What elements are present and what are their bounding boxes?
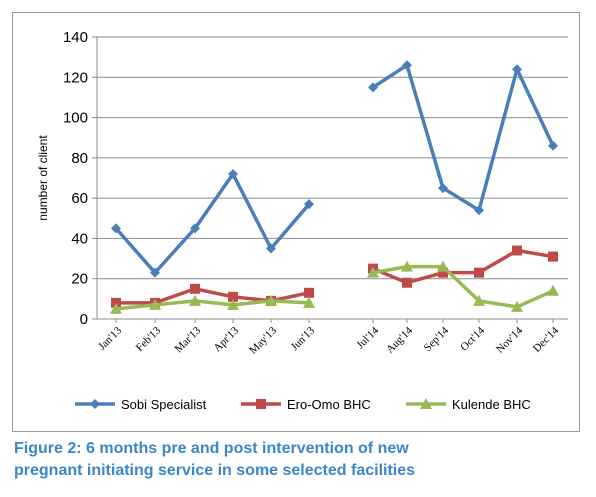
data-point	[190, 223, 200, 234]
y-tick-label: 0	[80, 311, 88, 328]
y-tick-label: 140	[63, 29, 88, 46]
x-tick-label: Mar'13	[172, 324, 203, 355]
line-chart: 0 20 40 60 80 100 120 140 Jan'13 Feb'13 Mar'13 Apr…	[36, 29, 568, 412]
data-point	[303, 296, 315, 308]
series-line	[114, 172, 311, 275]
legend-label: Ero-Omo BHC	[287, 397, 371, 412]
y-tick-label: 20	[71, 271, 88, 288]
series-kulende-bhc	[110, 260, 559, 314]
legend-swatch-marker	[90, 399, 100, 409]
y-tick-label: 120	[63, 69, 88, 86]
data-point	[438, 183, 448, 194]
series-ero-omo-bhc	[111, 245, 558, 308]
data-point	[189, 294, 201, 306]
data-point	[473, 294, 485, 306]
data-point	[111, 223, 121, 234]
data-point	[228, 291, 238, 302]
data-point	[227, 298, 239, 310]
data-point	[438, 267, 448, 278]
series-line	[115, 299, 310, 311]
x-tick-labels: Jan'13 Feb'13 Mar'13 Apr'13 May'13 Jun'13 Jul'…	[96, 324, 561, 356]
x-tick-label: Dec'14	[531, 324, 562, 355]
data-point	[512, 245, 522, 256]
x-tick-label: Apr'13	[211, 324, 241, 354]
data-point	[149, 298, 161, 310]
chart-frame: 0 20 40 60 80 100 120 140 Jan'13 Feb'13 Mar'13 Apr…	[12, 12, 580, 432]
y-tick-label: 60	[71, 190, 88, 207]
data-point	[474, 205, 484, 216]
legend-entry: Kulende BHC	[406, 397, 531, 412]
series-line	[372, 63, 555, 212]
x-tick-label: Jun'13	[289, 324, 318, 353]
data-point	[304, 199, 314, 210]
y-axis-title: number of client	[36, 135, 50, 221]
data-point	[548, 251, 558, 262]
data-point	[474, 267, 484, 278]
legend-label: Sobi Specialist	[121, 397, 207, 412]
y-tick-label: 80	[71, 150, 88, 167]
y-tick-label: 100	[63, 110, 88, 127]
gridlines	[97, 36, 568, 280]
x-tick-label: Jan'13	[96, 324, 124, 352]
legend-swatch-marker	[256, 399, 266, 409]
data-point	[304, 287, 314, 298]
data-point	[402, 60, 412, 71]
data-point	[368, 82, 378, 93]
x-tick-label: Jul'14	[354, 324, 381, 351]
y-tick-labels: 0 20 40 60 80 100 120 140	[63, 29, 88, 328]
data-point	[402, 277, 412, 288]
data-point	[512, 64, 522, 75]
legend-label: Kulende BHC	[452, 397, 531, 412]
x-tick-label: May'13	[247, 324, 279, 356]
series-line	[372, 248, 554, 285]
data-point	[401, 260, 413, 272]
data-point	[111, 297, 121, 308]
data-point	[110, 302, 122, 314]
data-point	[367, 266, 379, 278]
x-tick-label: Sep'14	[422, 324, 452, 354]
data-point	[266, 243, 276, 254]
data-point	[437, 260, 449, 272]
data-point	[548, 140, 558, 151]
caption-line-1: Figure 2: 6 months pre and post interven…	[14, 440, 409, 457]
figure-caption: Figure 2: 6 months pre and post interven…	[14, 438, 584, 482]
x-tick-label: Nov'14	[494, 324, 525, 355]
data-point	[228, 168, 238, 179]
data-point	[547, 284, 559, 296]
data-point	[265, 294, 277, 306]
series-sobi-specialist	[111, 60, 558, 278]
series-line	[372, 264, 554, 309]
axes	[92, 36, 568, 323]
data-point	[190, 283, 200, 294]
legend-entry: Sobi Specialist	[75, 397, 207, 412]
data-point	[511, 300, 523, 312]
legend: Sobi Specialist Ero-Omo BHC Kulende BHC	[75, 397, 531, 412]
x-tick-label: Aug'14	[384, 324, 415, 355]
legend-swatch-marker	[420, 398, 432, 409]
legend-entry: Ero-Omo BHC	[241, 397, 371, 412]
series-lines	[110, 60, 559, 314]
data-point	[150, 267, 160, 278]
x-tick-label: Oct'14	[458, 324, 487, 353]
y-tick-label: 40	[71, 230, 88, 247]
x-tick-label: Feb'13	[134, 324, 164, 354]
caption-line-2: pregnant initiating service in some sele…	[14, 462, 416, 479]
